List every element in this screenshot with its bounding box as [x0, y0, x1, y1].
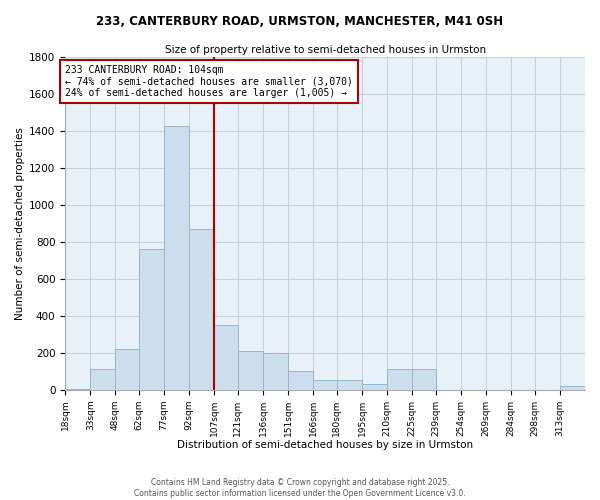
Bar — [560, 386, 585, 390]
Title: Size of property relative to semi-detached houses in Urmston: Size of property relative to semi-detach… — [164, 45, 485, 55]
Bar — [139, 250, 164, 390]
Text: Contains HM Land Registry data © Crown copyright and database right 2025.
Contai: Contains HM Land Registry data © Crown c… — [134, 478, 466, 498]
Bar — [263, 353, 288, 390]
Text: 233, CANTERBURY ROAD, URMSTON, MANCHESTER, M41 0SH: 233, CANTERBURY ROAD, URMSTON, MANCHESTE… — [97, 15, 503, 28]
X-axis label: Distribution of semi-detached houses by size in Urmston: Distribution of semi-detached houses by … — [177, 440, 473, 450]
Bar — [214, 325, 238, 390]
Bar — [313, 380, 337, 390]
Bar — [65, 389, 90, 390]
Bar — [115, 349, 139, 390]
Bar — [189, 229, 214, 390]
Bar — [362, 384, 387, 390]
Bar — [238, 351, 263, 390]
Bar — [164, 126, 189, 390]
Text: 233 CANTERBURY ROAD: 104sqm
← 74% of semi-detached houses are smaller (3,070)
24: 233 CANTERBURY ROAD: 104sqm ← 74% of sem… — [65, 64, 353, 98]
Bar — [412, 370, 436, 390]
Bar — [387, 370, 412, 390]
Y-axis label: Number of semi-detached properties: Number of semi-detached properties — [15, 127, 25, 320]
Bar — [337, 380, 362, 390]
Bar — [288, 372, 313, 390]
Bar — [90, 370, 115, 390]
